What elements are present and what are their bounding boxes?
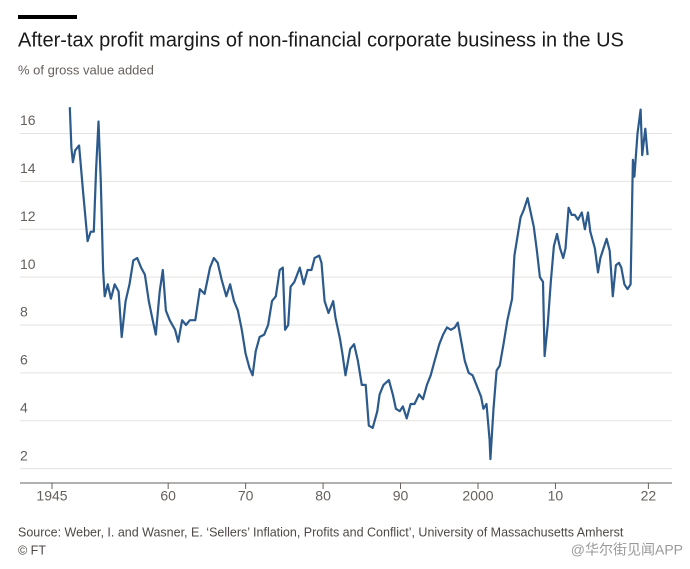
y-tick-label: 2 [20, 447, 28, 463]
y-tick-label: 8 [20, 304, 28, 320]
x-tick-label: 60 [160, 488, 176, 504]
credit: © FT [18, 543, 46, 557]
source: Source: Weber, I. and Wasner, E. ‘Seller… [18, 525, 624, 539]
y-tick-label: 10 [20, 256, 36, 272]
x-tick-label: 2000 [462, 488, 493, 504]
x-tick-label: 70 [238, 488, 254, 504]
y-tick-label: 14 [20, 160, 36, 176]
x-tick-label: 80 [315, 488, 331, 504]
y-tick-label: 4 [20, 399, 28, 415]
brand-bar [18, 15, 77, 19]
chart-title: After-tax profit margins of non-financia… [18, 29, 624, 51]
x-tick-label: 10 [548, 488, 564, 504]
y-tick-label: 12 [20, 208, 36, 224]
x-tick-label: 90 [393, 488, 409, 504]
y-tick-label: 6 [20, 352, 28, 368]
x-tick-label: 22 [641, 488, 657, 504]
x-tick-label: 1945 [36, 488, 67, 504]
y-tick-label: 16 [20, 112, 36, 128]
watermark: @华尔街见闻APP [571, 542, 683, 558]
data-line [68, 107, 649, 461]
chart-subtitle: % of gross value added [18, 62, 154, 77]
